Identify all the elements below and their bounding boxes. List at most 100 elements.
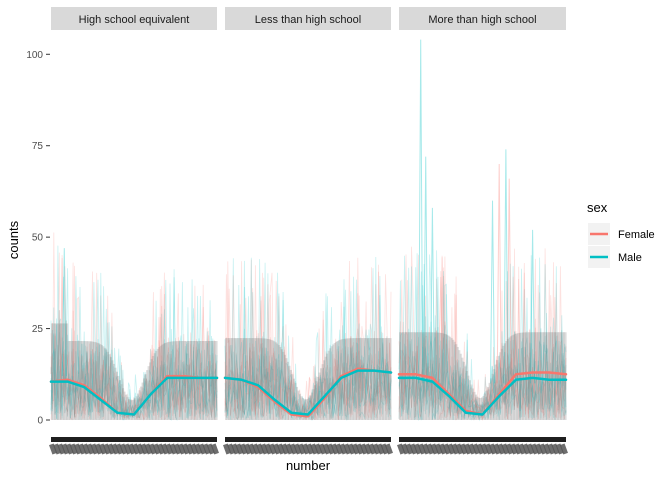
- x-tick-label: [326, 443, 335, 455]
- x-tick-label: [501, 443, 510, 455]
- haze-column: [347, 338, 350, 420]
- x-tick-label: [318, 443, 327, 455]
- haze-column: [201, 341, 205, 420]
- facet-strip: [51, 7, 217, 30]
- y-axis: 0 25 50 75 100: [26, 50, 50, 427]
- haze-column: [402, 332, 405, 420]
- haze-column: [309, 395, 312, 420]
- x-tick-label: [268, 443, 277, 455]
- raw-line-female: [398, 246, 567, 419]
- x-tick-label: [513, 443, 523, 455]
- haze-column: [140, 386, 143, 420]
- raw-line-female: [224, 267, 392, 420]
- haze-column: [282, 351, 285, 420]
- x-tick-label: [555, 443, 564, 455]
- haze-column: [165, 342, 168, 420]
- haze-column: [84, 341, 87, 420]
- haze-column: [406, 332, 409, 420]
- y-tick-label: 25: [32, 324, 44, 335]
- haze-column: [471, 388, 474, 420]
- x-tick-label: [359, 443, 369, 455]
- x-tick-label: [543, 443, 552, 455]
- haze-column: [479, 398, 482, 420]
- raw-line-female: [224, 257, 392, 420]
- x-tick-label: [476, 443, 485, 455]
- haze-column: [55, 323, 58, 420]
- haze-column: [75, 341, 78, 420]
- haze-column: [144, 374, 147, 420]
- haze-column: [112, 363, 115, 420]
- haze-column: [194, 341, 197, 420]
- haze-column: [91, 341, 94, 420]
- x-tick-label: [422, 443, 431, 455]
- x-tick-label: [351, 443, 360, 455]
- haze-column: [99, 344, 102, 420]
- x-tick-label: [376, 443, 385, 455]
- x-tick-label: [330, 443, 340, 455]
- haze-column: [150, 359, 153, 420]
- x-tick-label: [434, 443, 443, 455]
- facet-strip: [399, 7, 566, 30]
- x-tick-label: [165, 443, 174, 455]
- x-tick-label: [140, 443, 149, 455]
- haze-column: [344, 338, 347, 420]
- haze-column: [490, 378, 493, 420]
- facet-strip-label: Less than high school: [255, 14, 361, 26]
- x-tick-label: [559, 443, 568, 455]
- haze-column: [515, 333, 519, 420]
- x-tick-label: [314, 443, 323, 455]
- panel-background: [399, 30, 566, 420]
- haze-column: [76, 341, 79, 420]
- haze-column: [562, 332, 566, 420]
- x-tick-label: [522, 443, 531, 455]
- x-tick-label: [115, 443, 124, 455]
- haze-column: [289, 369, 292, 420]
- x-tick-label: [243, 443, 252, 455]
- haze-column: [120, 384, 123, 420]
- haze-column: [521, 332, 525, 420]
- haze-column: [555, 332, 558, 420]
- x-tick-label: [322, 443, 331, 455]
- haze-column: [450, 338, 453, 420]
- raw-line-male: [224, 257, 392, 420]
- raw-line-female: [398, 256, 567, 420]
- haze-column: [300, 396, 303, 420]
- x-tick-label: [438, 443, 447, 455]
- haze-column: [66, 323, 69, 420]
- haze-column: [430, 332, 433, 420]
- legend: sex Female Male: [587, 200, 655, 268]
- haze-column: [496, 360, 499, 420]
- raw-line-male: [398, 255, 567, 422]
- x-tick-label: [285, 443, 294, 455]
- haze-column: [341, 339, 344, 420]
- haze-column: [207, 341, 211, 420]
- haze-column: [500, 348, 503, 420]
- haze-column: [291, 374, 294, 420]
- smooth-line-male: [397, 376, 568, 416]
- raw-line-female: [224, 261, 392, 421]
- x-tick-label: [547, 443, 556, 455]
- haze-column: [487, 386, 490, 420]
- haze-column: [375, 338, 379, 420]
- haze-column: [308, 397, 311, 420]
- haze-column: [170, 341, 173, 420]
- haze-column: [531, 332, 534, 420]
- haze-column: [371, 338, 374, 420]
- haze-column: [386, 338, 389, 420]
- haze-column: [449, 336, 452, 420]
- haze-column: [132, 399, 135, 420]
- haze-column: [301, 398, 305, 420]
- x-tick-label: [293, 443, 302, 455]
- x-tick-label: [472, 443, 481, 455]
- panel-background: [51, 30, 217, 420]
- x-tick-label: [397, 443, 406, 455]
- haze-column: [180, 341, 183, 420]
- haze-column: [493, 369, 496, 420]
- haze-column: [261, 338, 264, 420]
- haze-column: [509, 336, 512, 420]
- haze-column: [97, 343, 100, 420]
- haze-column: [253, 338, 256, 420]
- haze-column: [265, 338, 268, 420]
- smooth-line-male: [49, 376, 219, 416]
- x-tick-label: [442, 443, 452, 455]
